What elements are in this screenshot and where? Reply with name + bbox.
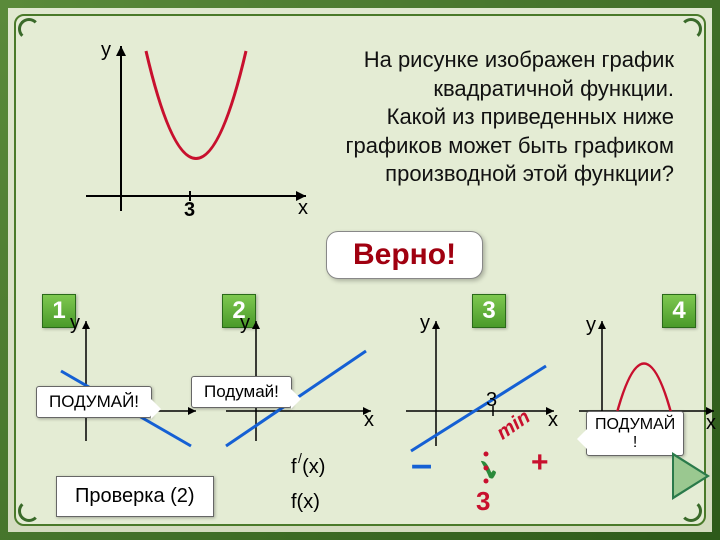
svg-text:y: y [70, 312, 80, 334]
corner-ornament [680, 500, 702, 522]
hint-bubble-2: Подумай! [191, 376, 292, 408]
vertex-marker [471, 446, 501, 496]
option-graph-1: y [46, 311, 206, 451]
corner-ornament [680, 18, 702, 40]
check-button[interactable]: Проверка (2) [56, 476, 214, 517]
minus-sign: – [411, 444, 432, 487]
hint-bubble-1: ПОДУМАЙ! [36, 386, 152, 418]
expr-fprime: f (x) / [291, 456, 325, 479]
svg-text:3: 3 [486, 389, 497, 411]
correct-bubble: Верно! [326, 231, 483, 279]
option-graph-3: y 3 x [396, 311, 566, 461]
x-tick-3: 3 [184, 199, 195, 221]
corner-ornament [18, 500, 40, 522]
plus-sign: + [531, 446, 549, 480]
inner-frame: На рисунке изображен график квадратичной… [14, 14, 706, 526]
svg-text:y: y [420, 312, 430, 334]
svg-text:x: x [706, 412, 716, 434]
expr-f: f(x) [291, 491, 320, 514]
main-graph: y x 3 [66, 36, 326, 226]
svg-text:y: y [586, 314, 596, 336]
slide-frame: На рисунке изображен график квадратичной… [0, 0, 720, 540]
y-axis-label: y [101, 39, 111, 61]
svg-text:x: x [548, 409, 558, 431]
hint-bubble-4: ПОДУМАЙ! [586, 411, 684, 456]
question-text: На рисунке изображен график квадратичной… [304, 46, 674, 189]
svg-text:y: y [240, 312, 250, 334]
svg-text:x: x [364, 409, 374, 431]
x-axis-label: x [298, 197, 308, 219]
hint-bubble-4-text: ПОДУМАЙ! [595, 416, 675, 451]
corner-ornament [18, 18, 40, 40]
